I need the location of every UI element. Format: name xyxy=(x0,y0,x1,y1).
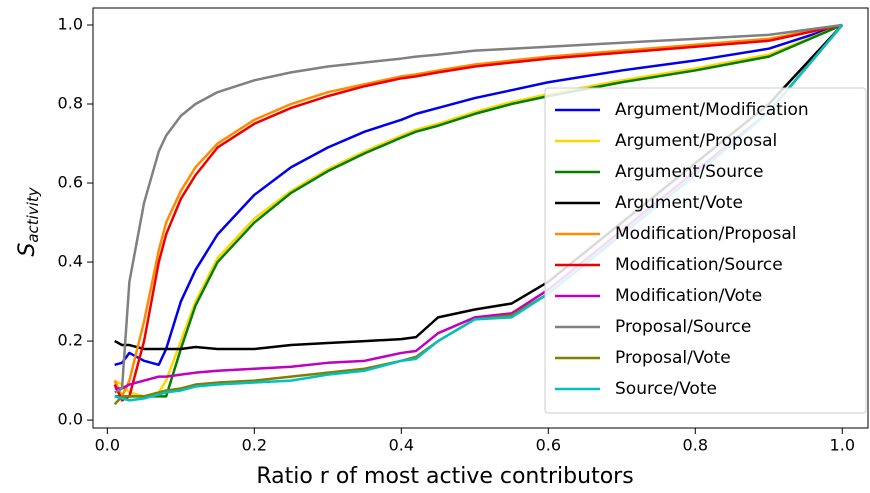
x-tick-label: 0.2 xyxy=(242,436,267,455)
legend-label: Argument/Vote xyxy=(615,193,743,213)
legend-label: Modification/Vote xyxy=(615,286,762,306)
y-tick-label: 0.6 xyxy=(58,173,83,192)
legend-label: Argument/Source xyxy=(615,162,763,182)
x-tick-label: 0.4 xyxy=(389,436,414,455)
series-line xyxy=(113,23,843,402)
x-axis-label: Ratio r of most active contributors xyxy=(256,464,633,489)
y-tick-label: 0.4 xyxy=(58,252,83,271)
legend-label: Source/Vote xyxy=(615,379,717,399)
x-tick-label: 1.0 xyxy=(830,436,855,455)
x-tick-label: 0.8 xyxy=(683,436,708,455)
y-tick-label: 0.0 xyxy=(58,410,83,429)
y-tick-label: 0.2 xyxy=(58,331,83,350)
series-line xyxy=(114,23,843,394)
y-label-main: S xyxy=(15,243,40,257)
legend-label: Modification/Source xyxy=(615,255,783,275)
legend-label: Argument/Proposal xyxy=(615,131,777,151)
legend-label: Argument/Modification xyxy=(615,100,809,120)
legend: Argument/Modification Argument/Proposal Ar… xyxy=(544,87,867,414)
legend-label: Proposal/Vote xyxy=(615,348,731,368)
series-line xyxy=(114,23,843,367)
x-tick-label: 0.6 xyxy=(536,436,561,455)
legend-box xyxy=(544,87,867,414)
legend-label: Proposal/Source xyxy=(615,317,751,337)
x-tick-label: 0.0 xyxy=(95,436,120,455)
y-axis-label: Sactivity xyxy=(15,186,42,256)
series-line xyxy=(113,23,843,398)
y-tick-label: 1.0 xyxy=(58,14,83,33)
y-tick-label: 0.8 xyxy=(58,94,83,113)
y-label-subscript: activity xyxy=(24,186,42,242)
plot-frame xyxy=(92,7,869,429)
legend-label: Modification/Proposal xyxy=(615,224,797,244)
